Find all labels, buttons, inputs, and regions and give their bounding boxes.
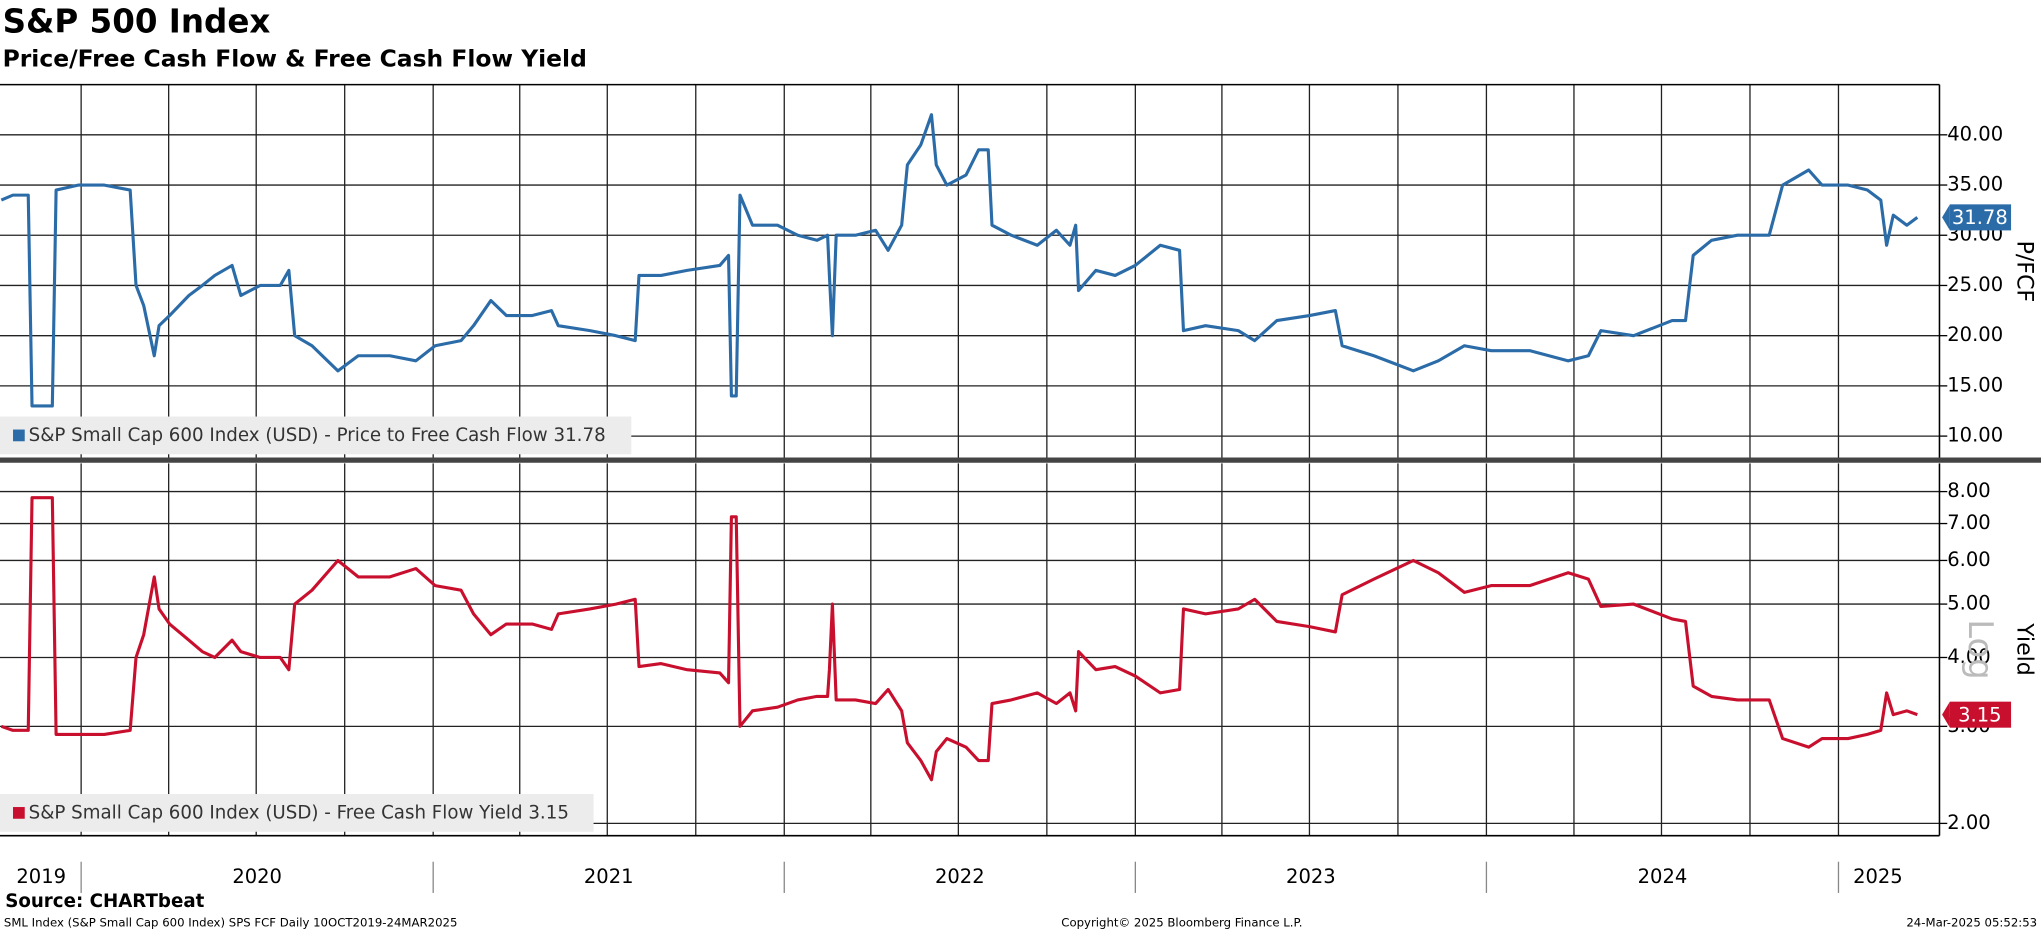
source: Source: CHARTbeat (5, 891, 204, 912)
legend-value: 3.15 (528, 803, 569, 824)
chart-title: S&P 500 Index (3, 2, 271, 40)
axis-title: Yield (2012, 622, 2038, 676)
y-tick-label: 10.00 (1947, 424, 2003, 447)
x-tick-label: 2022 (935, 865, 985, 888)
last-value-label: 31.78 (1952, 206, 2008, 229)
x-tick-label: 2024 (1638, 865, 1688, 888)
line-series (0, 113, 1919, 408)
legend-entry: S&P Small Cap 600 Index (USD) - Price to… (29, 425, 606, 446)
legend-background (0, 794, 594, 832)
y-tick-label: 15.00 (1947, 373, 2003, 396)
last-value-box (1949, 204, 2012, 231)
legend-name: S&P Small Cap 600 Index (USD) - Price to… (29, 425, 548, 446)
x-tick-label: 2020 (232, 865, 282, 888)
y-tick-label: 8.00 (1947, 479, 1990, 502)
y-tick-label: 25.00 (1947, 273, 2003, 296)
y-tick-label: 35.00 (1947, 173, 2003, 196)
y-tick-label: 40.00 (1947, 122, 2003, 145)
x-tick-label: 2019 (16, 865, 66, 888)
legend-value: 31.78 (554, 425, 606, 446)
legend-entry: S&P Small Cap 600 Index (USD) - Free Cas… (29, 803, 569, 824)
legend-swatch (13, 807, 25, 819)
x-tick-label: 2021 (584, 865, 634, 888)
y-tick-label: 2.00 (1947, 811, 1990, 834)
x-tick-label: 2023 (1286, 865, 1336, 888)
scale-label: Log (1961, 619, 2000, 679)
legend-background (0, 416, 632, 455)
footer-right: 24-Mar-2025 05:52:53 (1906, 915, 2037, 929)
legend-swatch (13, 429, 25, 442)
last-value-box (1949, 701, 2012, 728)
footer-left: SML Index (S&P Small Cap 600 Index) SPS … (4, 915, 458, 929)
y-tick-label: 4.00 (1947, 645, 1990, 668)
footer-center: Copyright© 2025 Bloomberg Finance L.P. (1061, 915, 1302, 929)
y-tick-label: 7.00 (1947, 511, 1990, 534)
last-value-pointer (1942, 701, 1950, 728)
y-tick-label: 5.00 (1947, 592, 1990, 615)
legend-name: S&P Small Cap 600 Index (USD) - Free Cas… (29, 803, 523, 824)
chart-subtitle: Price/Free Cash Flow & Free Cash Flow Yi… (3, 44, 587, 72)
last-value-label: 3.15 (1958, 703, 2001, 726)
y-tick-label: 20.00 (1947, 323, 2003, 346)
last-value-pointer (1942, 204, 1950, 231)
y-tick-label: 6.00 (1947, 548, 1990, 571)
line-series (0, 496, 1918, 782)
x-tick-label: 2025 (1853, 865, 1903, 888)
axis-title: P/FCF (2012, 241, 2038, 303)
